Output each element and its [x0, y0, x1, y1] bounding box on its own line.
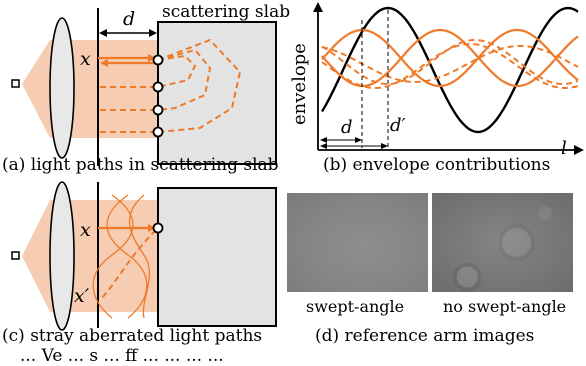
d-prime-distance-arrow-right: [381, 143, 388, 149]
x-prime-label: x′: [74, 285, 90, 307]
y-axis-arrowhead: [313, 2, 323, 12]
figure-canvas: d x scattering slab envelope d d′ l: [11, 2, 584, 331]
d-prime-distance-arrow-left: [320, 143, 327, 149]
x-axis-arrowhead: [574, 145, 584, 155]
envelope-axis-label: envelope: [289, 43, 310, 125]
no-swept-angle-label: no swept-angle: [443, 297, 567, 316]
lens-c: [49, 181, 75, 331]
light-source-c: [11, 251, 20, 260]
returning-ray-head: [100, 59, 108, 67]
scattering-slab: [157, 21, 277, 165]
caption-c: (c) stray aberrated light paths: [2, 326, 263, 346]
stray-return-path: [99, 229, 157, 301]
caption-a: (a) light paths in scattering slab: [2, 155, 279, 175]
swept-angle-image: [287, 193, 428, 292]
black-envelope-curve: [320, 6, 579, 134]
lens: [49, 17, 75, 159]
d-axis-label: d: [341, 117, 353, 138]
orange-dashed-curve-2: [321, 43, 579, 89]
entry-points: [152, 54, 164, 138]
entry-point-c: [152, 222, 164, 234]
swept-angle-label: swept-angle: [306, 297, 405, 316]
caption-b: (b) envelope contributions: [323, 155, 551, 175]
d-distance-arrow-left: [320, 137, 327, 143]
d-label: d: [123, 8, 135, 30]
panel-c: x x′: [11, 181, 277, 331]
caption-d: (d) reference arm images: [315, 326, 535, 346]
scatter-paths: [157, 38, 242, 133]
orange-dashed-curve-1: [321, 39, 579, 85]
scattering-slab-c: [157, 187, 277, 327]
d-distance-arrow-right: [355, 137, 362, 143]
panel-a: d x scattering slab: [11, 2, 290, 166]
panel-b: envelope d d′ l: [289, 2, 584, 159]
no-swept-angle-image: [432, 193, 573, 292]
x-label-c: x: [80, 219, 91, 241]
slab-label: scattering slab: [162, 2, 290, 22]
aberrated-paths: [92, 194, 150, 319]
d-arrow-head-left: [99, 29, 107, 37]
orange-solid-curve-1: [321, 28, 579, 88]
incoming-ray-c-head: [148, 224, 156, 232]
l-axis-label: l: [561, 138, 567, 159]
light-source: [11, 79, 20, 88]
cut-off-text: ... Ve ... s ... ff ... ... ... ...: [20, 346, 224, 366]
d-prime-axis-label: d′: [390, 115, 406, 136]
x-label: x: [80, 48, 91, 70]
d-arrow-head-right: [149, 29, 157, 37]
envelope-curves: [320, 6, 579, 134]
incoming-ray-head: [148, 54, 156, 62]
